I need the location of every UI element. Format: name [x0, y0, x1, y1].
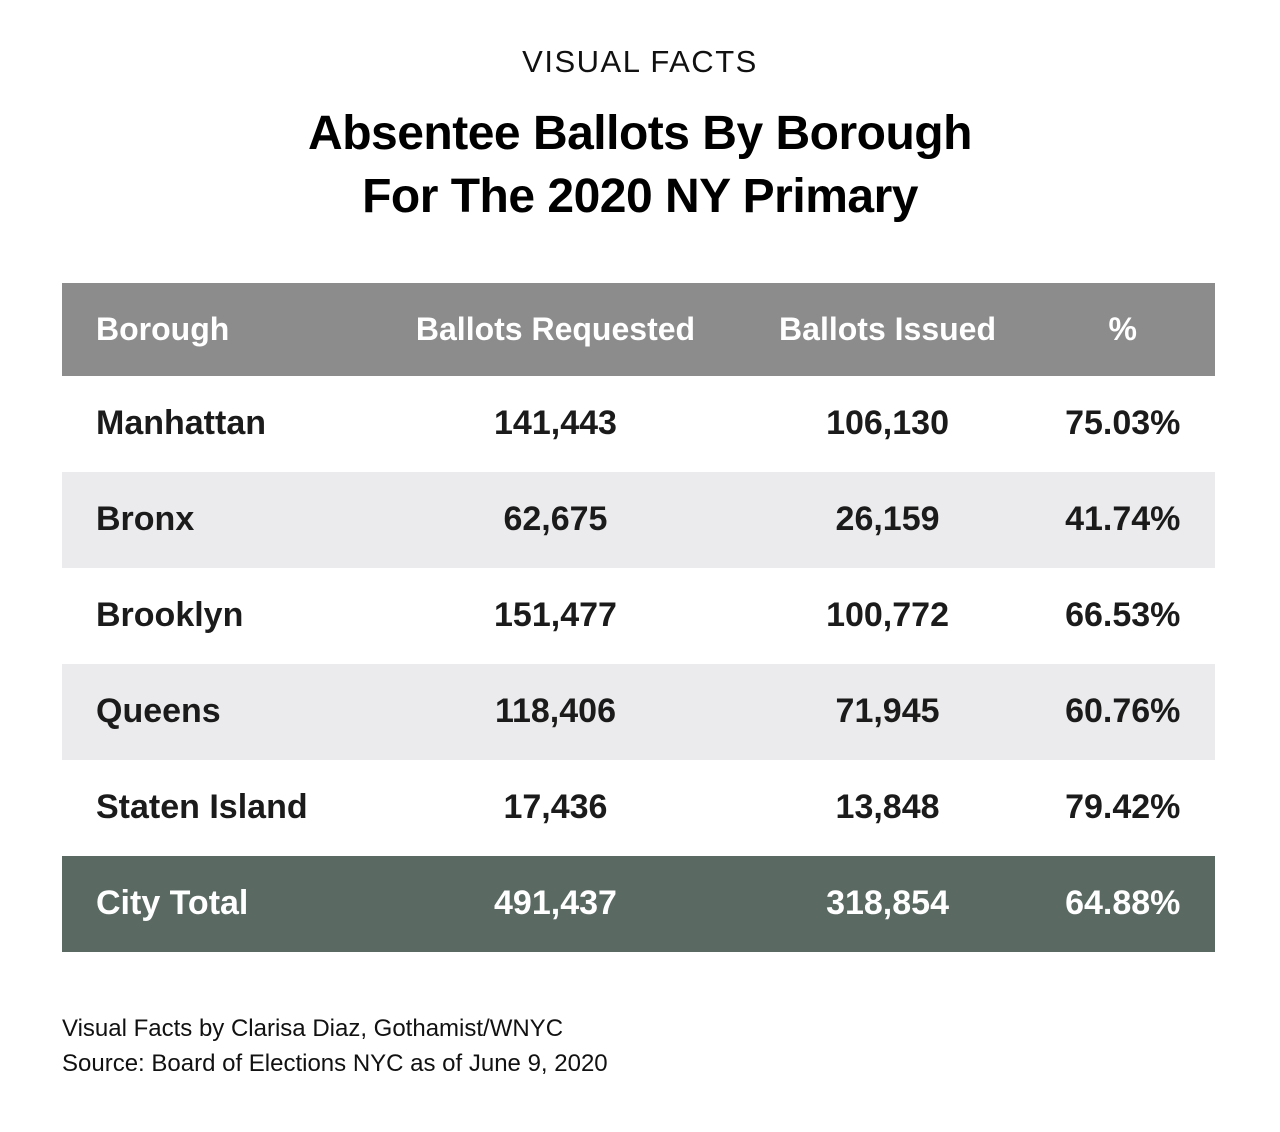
- cell-borough: Bronx: [96, 500, 195, 539]
- cell-borough: Staten Island: [96, 788, 308, 827]
- column-header-requested: Ballots Requested: [415, 310, 696, 347]
- cell-percent: 60.76%: [1065, 692, 1181, 731]
- column-header-borough: Borough: [96, 310, 230, 347]
- infographic-page: VISUAL FACTS Absentee Ballots By Borough…: [0, 44, 1280, 1132]
- cell-issued: 13,848: [835, 788, 940, 827]
- page-title: Absentee Ballots By Borough For The 2020…: [0, 102, 1280, 229]
- cell-percent: 41.74%: [1065, 500, 1181, 539]
- cell-borough: City Total: [96, 884, 249, 923]
- cell-percent: 75.03%: [1065, 404, 1181, 443]
- table-header-row: Borough Ballots Requested Ballots Issued…: [62, 282, 1215, 376]
- cell-percent: 79.42%: [1065, 788, 1181, 827]
- column-header-issued: Ballots Issued: [779, 310, 996, 347]
- cell-borough: Brooklyn: [96, 596, 244, 635]
- table-row-bronx: Bronx 62,675 26,159 41.74%: [62, 471, 1215, 568]
- table-row-city-total: City Total 491,437 318,854 64.88%: [62, 855, 1215, 952]
- cell-requested: 151,477: [494, 596, 617, 635]
- credit-line: Visual Facts by Clarisa Diaz, Gothamist/…: [62, 1014, 564, 1042]
- footer-credits: Visual Facts by Clarisa Diaz, Gothamist/…: [62, 1012, 1280, 1082]
- table-row-manhattan: Manhattan 141,443 106,130 75.03%: [62, 375, 1215, 472]
- cell-percent: 66.53%: [1065, 596, 1181, 635]
- cell-requested: 17,436: [503, 788, 608, 827]
- cell-issued: 106,130: [826, 404, 949, 443]
- title-line-2: For The 2020 NY Primary: [362, 170, 918, 224]
- cell-issued: 71,945: [835, 692, 940, 731]
- source-line: Source: Board of Elections NYC as of Jun…: [62, 1049, 608, 1077]
- cell-requested: 118,406: [494, 692, 616, 731]
- cell-borough: Queens: [96, 692, 221, 731]
- cell-requested: 141,443: [494, 404, 617, 443]
- cell-borough: Manhattan: [96, 404, 266, 443]
- cell-requested: 62,675: [503, 500, 608, 539]
- table-row-queens: Queens 118,406 71,945 60.76%: [62, 663, 1215, 760]
- cell-issued: 318,854: [826, 884, 949, 923]
- cell-issued: 26,159: [835, 500, 940, 539]
- cell-requested: 491,437: [494, 884, 617, 923]
- kicker-label: VISUAL FACTS: [522, 44, 758, 79]
- column-header-percent: %: [1108, 310, 1137, 347]
- ballots-table: Borough Ballots Requested Ballots Issued…: [62, 282, 1215, 952]
- table-row-brooklyn: Brooklyn 151,477 100,772 66.53%: [62, 567, 1215, 664]
- title-line-1: Absentee Ballots By Borough: [308, 107, 972, 160]
- cell-issued: 100,772: [826, 596, 949, 635]
- cell-percent: 64.88%: [1065, 884, 1181, 923]
- table-row-staten-island: Staten Island 17,436 13,848 79.42%: [62, 759, 1215, 856]
